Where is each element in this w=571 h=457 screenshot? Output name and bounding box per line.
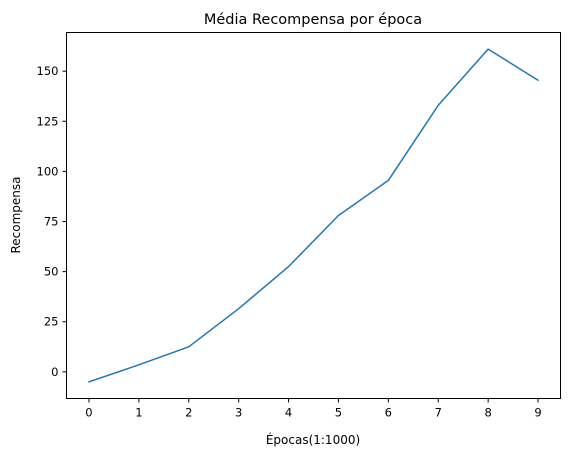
y-tick-label-1: 25: [44, 315, 59, 329]
y-tick-label-0: 0: [51, 365, 58, 379]
x-tick-label-2: 2: [185, 406, 192, 420]
x-tick-label-3: 3: [235, 406, 242, 420]
x-tick-label-7: 7: [435, 406, 442, 420]
y-axis: 0 25 50 75 100 125 150: [37, 64, 67, 379]
y-tick-label-3: 75: [44, 215, 59, 229]
x-tick-label-9: 9: [534, 406, 541, 420]
y-tick-label-4: 100: [37, 164, 59, 178]
x-tick-label-0: 0: [85, 406, 92, 420]
y-tick-label-2: 50: [44, 265, 59, 279]
x-tick-label-6: 6: [385, 406, 392, 420]
y-tick-label-6: 150: [37, 64, 59, 78]
x-axis-label: Épocas(1:1000): [266, 432, 360, 447]
chart-title: Média Recompensa por época: [204, 12, 422, 28]
x-tick-label-1: 1: [135, 406, 142, 420]
x-axis: 0 1 2 3 4 5 6 7 8 9: [85, 398, 542, 420]
x-tick-label-8: 8: [484, 406, 491, 420]
y-tick-label-5: 125: [37, 114, 59, 128]
x-tick-label-4: 4: [285, 406, 292, 420]
y-axis-label: Recompensa: [9, 176, 23, 253]
series-line: [88, 48, 539, 383]
plot-frame: [66, 32, 561, 399]
x-tick-label-5: 5: [335, 406, 342, 420]
